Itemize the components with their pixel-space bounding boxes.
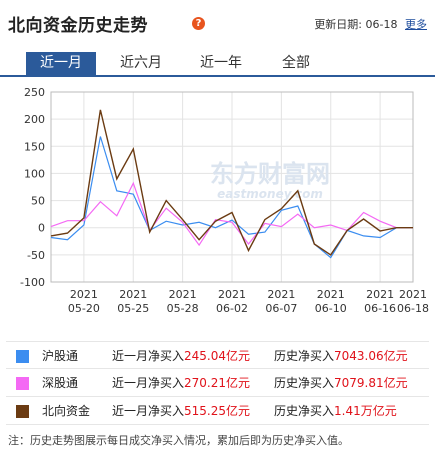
y-tick-label: -50 (27, 249, 45, 262)
series-line-3 (50, 109, 413, 256)
legend-total: 历史净买入7079.81亿元 (274, 376, 408, 390)
legend-row-sz: 深股通 近一月净买入270.21亿元 历史净买入7079.81亿元 (6, 369, 429, 397)
tab-all[interactable]: 全部 (282, 55, 310, 71)
series-line-1 (50, 136, 413, 259)
x-tick-date: 05-25 (117, 302, 149, 315)
y-tick-label: -100 (20, 276, 45, 289)
header: 北向资金历史走势 ? 更新日期: 06-18 更多 (0, 0, 435, 44)
tab-6-months[interactable]: 近六月 (120, 55, 162, 71)
x-tick-year: 2021 (366, 288, 394, 301)
chart: -100 -50 0 50 100 150 200 250 2021 05-20 2021 05-25… (0, 82, 435, 332)
x-tick-date: 06-10 (315, 302, 347, 315)
legend-swatch-sz (16, 377, 29, 390)
y-tick-label: 0 (38, 222, 45, 235)
update-label: 更新日期: (314, 18, 363, 31)
x-tick-date: 06-16 (364, 302, 396, 315)
watermark-cn: 东方财富网 (210, 160, 330, 188)
x-tick-date: 05-28 (167, 302, 199, 315)
x-tick-date: 06-07 (265, 302, 297, 315)
x-tick-year: 2021 (399, 288, 427, 301)
update-date: 06-18 (365, 18, 398, 31)
y-tick-label: 100 (24, 167, 45, 180)
x-tick-year: 2021 (70, 288, 98, 301)
x-tick-year: 2021 (169, 288, 197, 301)
plot-frame (50, 91, 414, 283)
legend-swatch-north (16, 405, 29, 418)
legend-name: 沪股通 (42, 349, 79, 363)
legend-swatch-sh (16, 350, 29, 363)
legend-row-sh: 沪股通 近一月净买入245.04亿元 历史净买入7043.06亿元 (6, 341, 429, 369)
legend-row-north: 北向资金 近一月净买入515.25亿元 历史净买入1.41万亿元 (6, 397, 429, 425)
watermark-en: eastmoney.com (217, 187, 323, 201)
period-tabs: 近一月 近六月 近一年 全部 (0, 52, 435, 77)
update-info: 更新日期: 06-18 更多 (314, 16, 427, 32)
series-line-2 (50, 181, 413, 247)
x-tick-date: 05-20 (68, 302, 100, 315)
legend-month: 近一月净买入515.25亿元 (112, 404, 251, 418)
page-title: 北向资金历史走势 (8, 16, 148, 36)
legend-name: 北向资金 (42, 404, 91, 418)
x-tick-year: 2021 (267, 288, 295, 301)
tab-1-month[interactable]: 近一月 (26, 52, 96, 75)
legend-month: 近一月净买入270.21亿元 (112, 376, 251, 390)
x-tick-date: 06-02 (216, 302, 248, 315)
tab-1-year[interactable]: 近一年 (200, 55, 242, 71)
legend-total: 历史净买入7043.06亿元 (274, 349, 408, 363)
legend-month: 近一月净买入245.04亿元 (112, 349, 251, 363)
footnote: 注：历史走势图展示每日成交净买入情况，累加后即为历史净买入值。 (8, 434, 349, 447)
legend-total: 历史净买入1.41万亿元 (274, 404, 397, 418)
y-tick-label: 250 (24, 86, 45, 99)
chart-svg: -100-50050100150200250202105-20202105-25… (20, 86, 429, 315)
y-tick-label: 200 (24, 113, 45, 126)
x-tick-date: 06-18 (397, 302, 429, 315)
help-icon[interactable]: ? (192, 17, 205, 30)
y-tick-label: 50 (31, 195, 45, 208)
x-tick-year: 2021 (218, 288, 246, 301)
y-tick-label: 150 (24, 140, 45, 153)
legend-table: 沪股通 近一月净买入245.04亿元 历史净买入7043.06亿元 深股通 近一… (6, 341, 429, 425)
more-link[interactable]: 更多 (405, 18, 427, 31)
x-tick-year: 2021 (317, 288, 345, 301)
x-tick-year: 2021 (119, 288, 147, 301)
legend-name: 深股通 (42, 376, 79, 390)
